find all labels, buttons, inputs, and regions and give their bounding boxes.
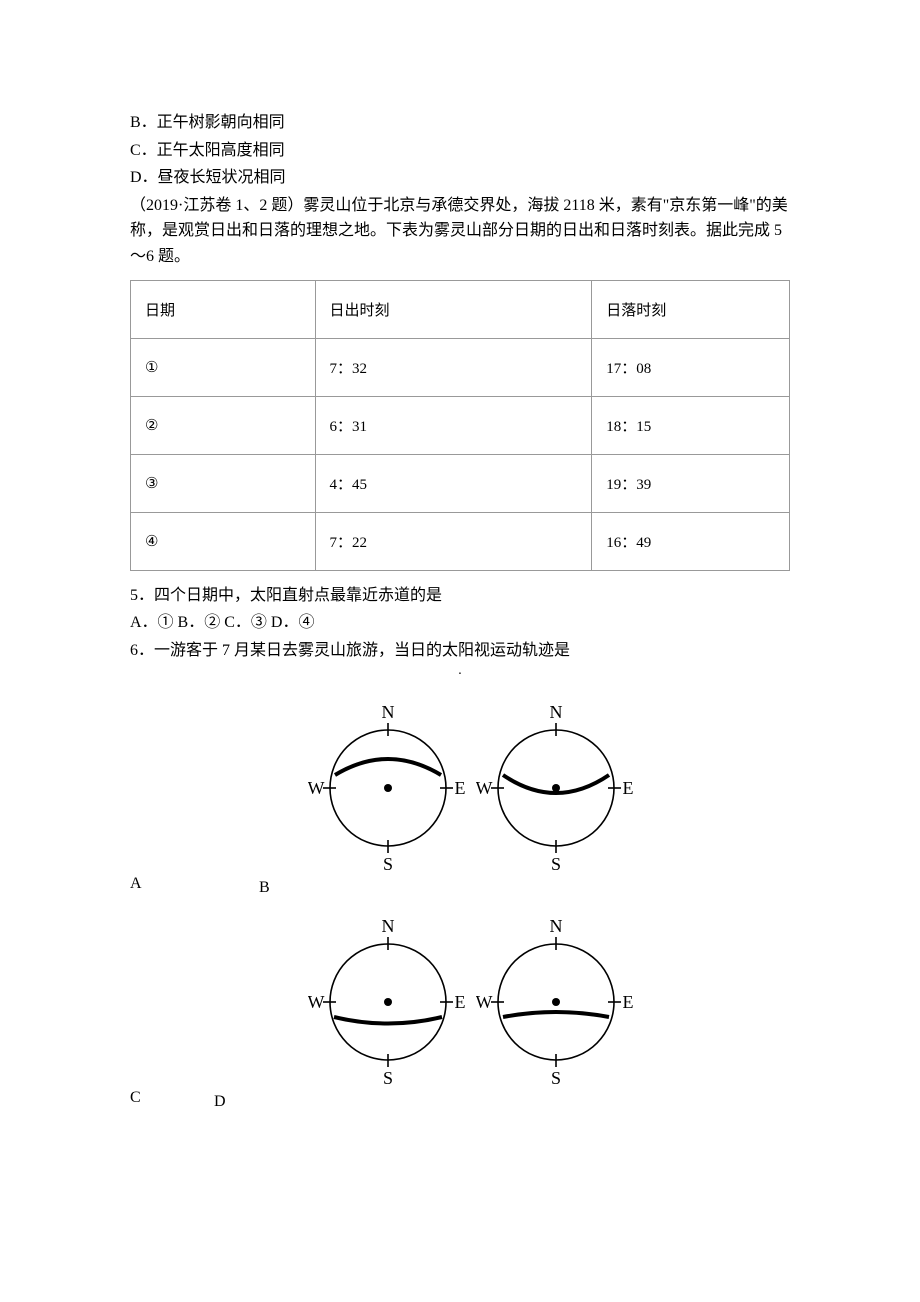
figure-label-c: C [130,1089,142,1111]
cell-date: ③ [131,454,316,512]
svg-text:S: S [551,1068,561,1087]
cell-sunset: 16：49 [592,512,790,570]
cell-sunrise: 6：31 [315,396,592,454]
option-c: C．正午太阳高度相同 [130,138,790,164]
figure-label-d: D [154,1093,226,1111]
cell-sunset: 17：08 [592,338,790,396]
cell-date: ④ [131,512,316,570]
figure-row-2: C N S W E N S [130,917,790,1111]
cell-sunrise: 7：22 [315,512,592,570]
option-b: B．正午树影朝向相同 [130,110,790,136]
table-row: ① 7：32 17：08 [131,338,790,396]
col-header-date: 日期 [131,280,316,338]
cell-date: ② [131,396,316,454]
svg-text:N: N [382,703,395,722]
cell-sunset: 19：39 [592,454,790,512]
cell-sunrise: 4：45 [315,454,592,512]
svg-text:S: S [551,854,561,873]
table-row: ② 6：31 18：15 [131,396,790,454]
col-header-sunrise: 日出时刻 [315,280,592,338]
table-row: 日期 日出时刻 日落时刻 [131,280,790,338]
cell-sunset: 18：15 [592,396,790,454]
svg-text:E: E [455,992,466,1012]
cell-date: ① [131,338,316,396]
sun-path-diagram-a: N S W E [308,703,468,873]
svg-text:W: W [476,992,493,1012]
sun-path-diagram-c: N S W E [308,917,468,1087]
sun-path-diagram-b: N S W E [476,703,636,873]
sunrise-sunset-table: 日期 日出时刻 日落时刻 ① 7：32 17：08 ② 6：31 18：15 ③… [130,280,790,571]
svg-text:W: W [476,778,493,798]
option-d: D．昼夜长短状况相同 [130,165,790,191]
svg-text:S: S [383,1068,393,1087]
page-center-mark: · [130,667,790,683]
figure-label-b: B [154,879,270,897]
sun-path-diagram-d: N S W E [476,917,636,1087]
svg-text:E: E [455,778,466,798]
svg-text:W: W [308,778,325,798]
figure-label-a: A [130,875,142,897]
svg-text:E: E [623,992,634,1012]
svg-text:N: N [382,917,395,936]
q6-stem: 6．一游客于 7 月某日去雾灵山旅游，当日的太阳视运动轨迹是 [130,638,790,664]
passage-intro: （2019·江苏卷 1、2 题）雾灵山位于北京与承德交界处，海拔 2118 米，… [130,193,790,270]
figure-row-1: A N S W E N S [130,703,790,897]
table-row: ③ 4：45 19：39 [131,454,790,512]
svg-text:S: S [383,854,393,873]
q5-stem: 5．四个日期中，太阳直射点最靠近赤道的是 [130,583,790,609]
svg-text:W: W [308,992,325,1012]
cell-sunrise: 7：32 [315,338,592,396]
q5-options: A．① B．② C．③ D．④ [130,610,790,636]
table-row: ④ 7：22 16：49 [131,512,790,570]
svg-text:N: N [550,703,563,722]
svg-text:N: N [550,917,563,936]
col-header-sunset: 日落时刻 [592,280,790,338]
svg-text:E: E [623,778,634,798]
